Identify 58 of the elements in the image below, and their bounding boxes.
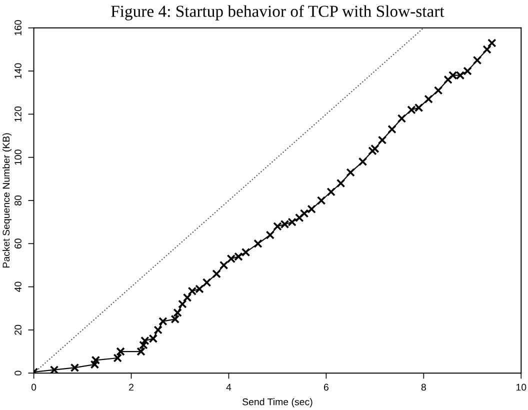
point — [434, 86, 443, 95]
point — [91, 356, 100, 365]
point — [50, 365, 59, 374]
y-tick-label: 120 — [14, 106, 22, 122]
point — [358, 157, 368, 166]
point — [488, 38, 496, 48]
point — [170, 314, 180, 324]
point — [136, 347, 146, 356]
x-tick-label: 4 — [226, 384, 232, 391]
y-tick-label: 60 — [14, 238, 22, 249]
point — [182, 293, 192, 302]
point — [241, 248, 250, 257]
point — [424, 94, 433, 104]
x-tick-label: 2 — [129, 384, 134, 391]
y-tick-label: 160 — [14, 20, 22, 36]
point — [368, 146, 377, 156]
point — [295, 213, 304, 222]
point — [336, 178, 346, 188]
point — [326, 187, 336, 196]
point — [472, 56, 482, 65]
point — [116, 347, 125, 356]
y-tick-label: 140 — [14, 63, 22, 78]
point — [307, 204, 316, 214]
point — [370, 144, 380, 154]
chart-title: Figure 4: Startup behavior of TCP with Slow-start — [111, 5, 444, 20]
point — [397, 114, 406, 123]
point — [219, 260, 228, 270]
point — [346, 168, 355, 177]
point — [444, 75, 452, 84]
x-axis-title: Send Time (sec) — [242, 398, 312, 408]
point — [482, 45, 492, 54]
point — [158, 316, 168, 326]
point — [90, 360, 100, 369]
y-tick-label: 0 — [14, 370, 22, 376]
point — [254, 239, 262, 248]
point — [266, 230, 275, 240]
point — [139, 340, 148, 350]
point — [212, 269, 221, 278]
x-tick-label: 0 — [31, 384, 36, 391]
y-tick-label: 80 — [14, 195, 22, 206]
point — [463, 66, 472, 76]
point — [388, 124, 396, 134]
y-tick-label: 20 — [14, 324, 22, 335]
x-tick-label: 10 — [516, 384, 526, 391]
point — [178, 300, 187, 308]
point — [202, 278, 212, 287]
y-tick-label: 100 — [14, 150, 22, 165]
point — [378, 136, 387, 144]
point — [173, 308, 182, 318]
point — [300, 209, 309, 218]
point — [154, 326, 162, 334]
x-tick-label: 8 — [421, 384, 426, 391]
point — [70, 363, 80, 372]
point — [316, 196, 326, 205]
x-tick-label: 6 — [324, 384, 328, 391]
y-tick-label: 40 — [14, 282, 22, 292]
point — [113, 354, 122, 362]
y-axis-title: Packet Sequence Number (KB) — [2, 133, 12, 268]
